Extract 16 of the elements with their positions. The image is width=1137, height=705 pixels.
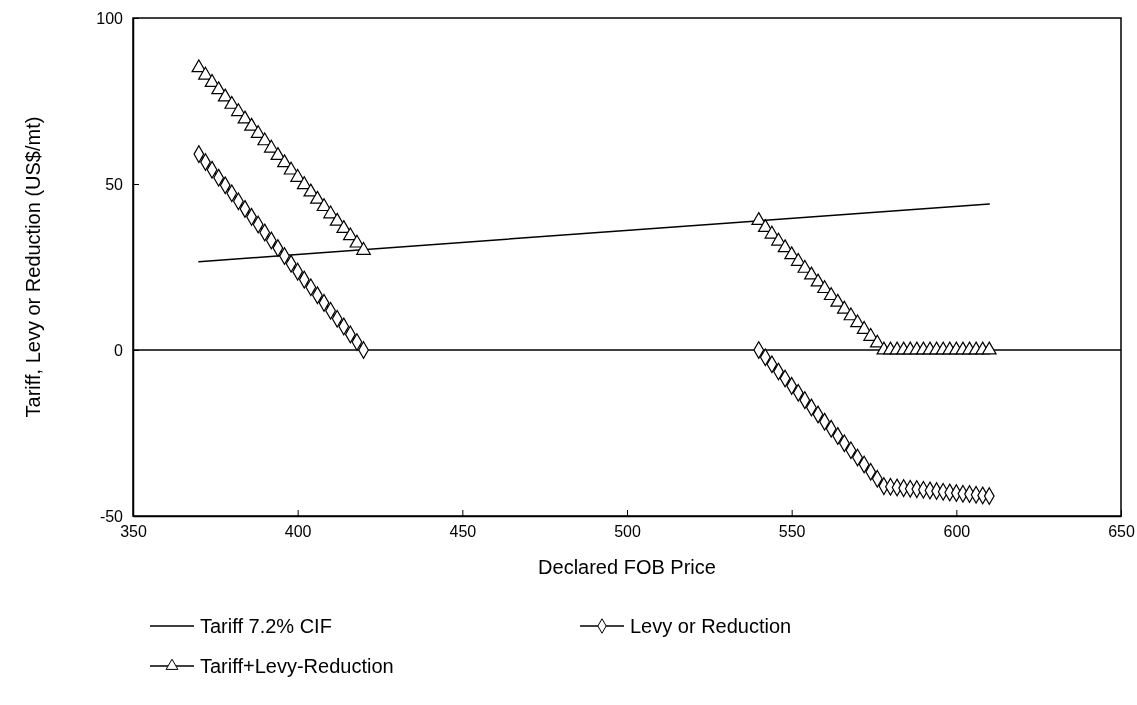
legend-label: Tariff 7.2% CIF [200, 615, 332, 638]
y-tick-label: 50 [105, 175, 124, 193]
x-axis-title: Declared FOB Price [538, 556, 716, 578]
x-tick-label: 500 [614, 523, 641, 541]
y-tick-label: 0 [114, 341, 124, 359]
y-tick-label: 100 [96, 9, 124, 27]
x-tick-label: 650 [1108, 523, 1135, 541]
x-tick-label: 350 [120, 523, 147, 541]
legend-label: Levy or Reduction [630, 615, 792, 638]
x-tick-label: 600 [943, 523, 971, 541]
y-tick-label: -50 [99, 507, 124, 525]
x-tick-label: 400 [284, 523, 312, 541]
y-axis-title: Tariff, Levy or Reduction (US$/mt) [22, 116, 44, 418]
x-tick-label: 450 [449, 523, 477, 541]
x-tick-label: 550 [778, 523, 806, 541]
legend-label: Tariff+Levy-Reduction [200, 655, 394, 678]
